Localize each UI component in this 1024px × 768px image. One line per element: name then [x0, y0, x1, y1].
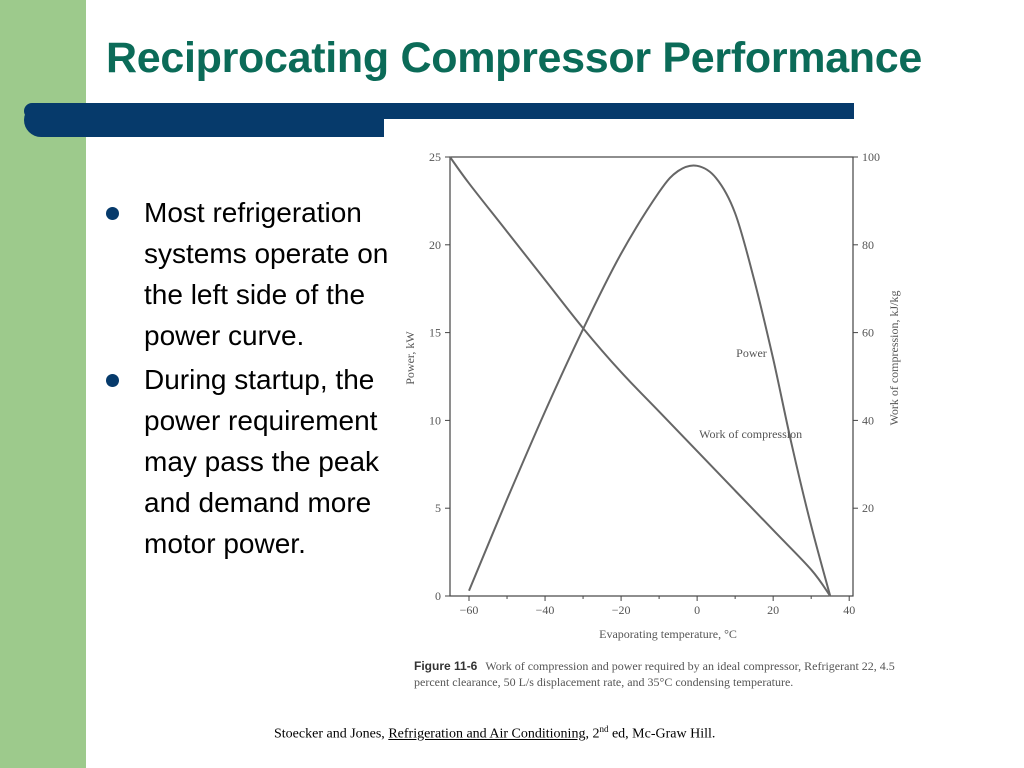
y-right-tick-label: 60 — [862, 326, 874, 340]
y-axis-label-right: Work of compression, kJ/kg — [887, 290, 901, 425]
y-right-tick-label: 20 — [862, 501, 874, 515]
title-underline-tab — [24, 103, 384, 137]
y-right-tick-label: 40 — [862, 413, 874, 427]
figure: −60 −40 −20 0 20 40 0 5 10 15 20 25 20 40 60 80 100 Powe… — [398, 138, 1018, 698]
x-tick-label: −20 — [612, 603, 631, 617]
x-axis-label: Evaporating temperature, °C — [599, 627, 737, 641]
y-left-tick-label: 20 — [429, 238, 441, 252]
y-left-tick-label: 25 — [429, 150, 441, 164]
x-tick-label: 0 — [694, 603, 700, 617]
slide-title: Reciprocating Compressor Performance — [106, 34, 923, 82]
figure-caption-line-1: Figure 11-6 Work of compression and power… — [414, 659, 895, 673]
bullet-dot-icon — [106, 374, 119, 387]
y-right-tick-label: 80 — [862, 238, 874, 252]
figure-caption-line-2: percent clearance, 50 L/s displacement r… — [414, 675, 793, 689]
x-tick-label: −40 — [536, 603, 555, 617]
bullet-item: During startup, the power requirement ma… — [104, 359, 404, 564]
y-right-tick-label: 100 — [862, 150, 880, 164]
figure-caption-label: Figure 11-6 — [414, 659, 478, 673]
bullet-dot-icon — [106, 207, 119, 220]
bullet-text: During startup, the power requirement ma… — [144, 364, 380, 559]
x-tick-label: 20 — [767, 603, 779, 617]
work-of-compression-curve — [449, 156, 832, 597]
citation-authors: Stoecker and Jones, — [274, 726, 389, 742]
citation-edition-suffix: nd — [599, 724, 609, 734]
citation-edition: , 2 — [585, 726, 600, 742]
bullet-item: Most refrigeration systems operate on th… — [104, 192, 404, 356]
citation: Stoecker and Jones, Refrigeration and Ai… — [274, 724, 715, 743]
y-left-tick-label: 15 — [429, 326, 441, 340]
x-tick-label: 40 — [843, 603, 855, 617]
performance-chart: −60 −40 −20 0 20 40 0 5 10 15 20 25 20 40 60 80 100 Powe… — [403, 150, 901, 689]
y-left-tick-label: 5 — [435, 501, 441, 515]
power-curve — [468, 164, 832, 597]
power-curve-label: Power — [736, 346, 767, 360]
figure-caption-text-1: Work of compression and power required b… — [485, 659, 894, 673]
y-left-tick-label: 10 — [429, 413, 441, 427]
bullet-text: Most refrigeration systems operate on th… — [144, 197, 389, 351]
bullet-list: Most refrigeration systems operate on th… — [104, 192, 404, 567]
plot-frame — [449, 156, 854, 597]
citation-publisher: ed, Mc-Graw Hill. — [608, 726, 716, 742]
y-axis-label-left: Power, kW — [403, 331, 417, 385]
x-tick-label: −60 — [460, 603, 479, 617]
citation-book-title: Refrigeration and Air Conditioning — [388, 726, 586, 742]
y-left-tick-label: 0 — [435, 589, 441, 603]
work-of-compression-curve-label: Work of compression — [699, 427, 802, 441]
